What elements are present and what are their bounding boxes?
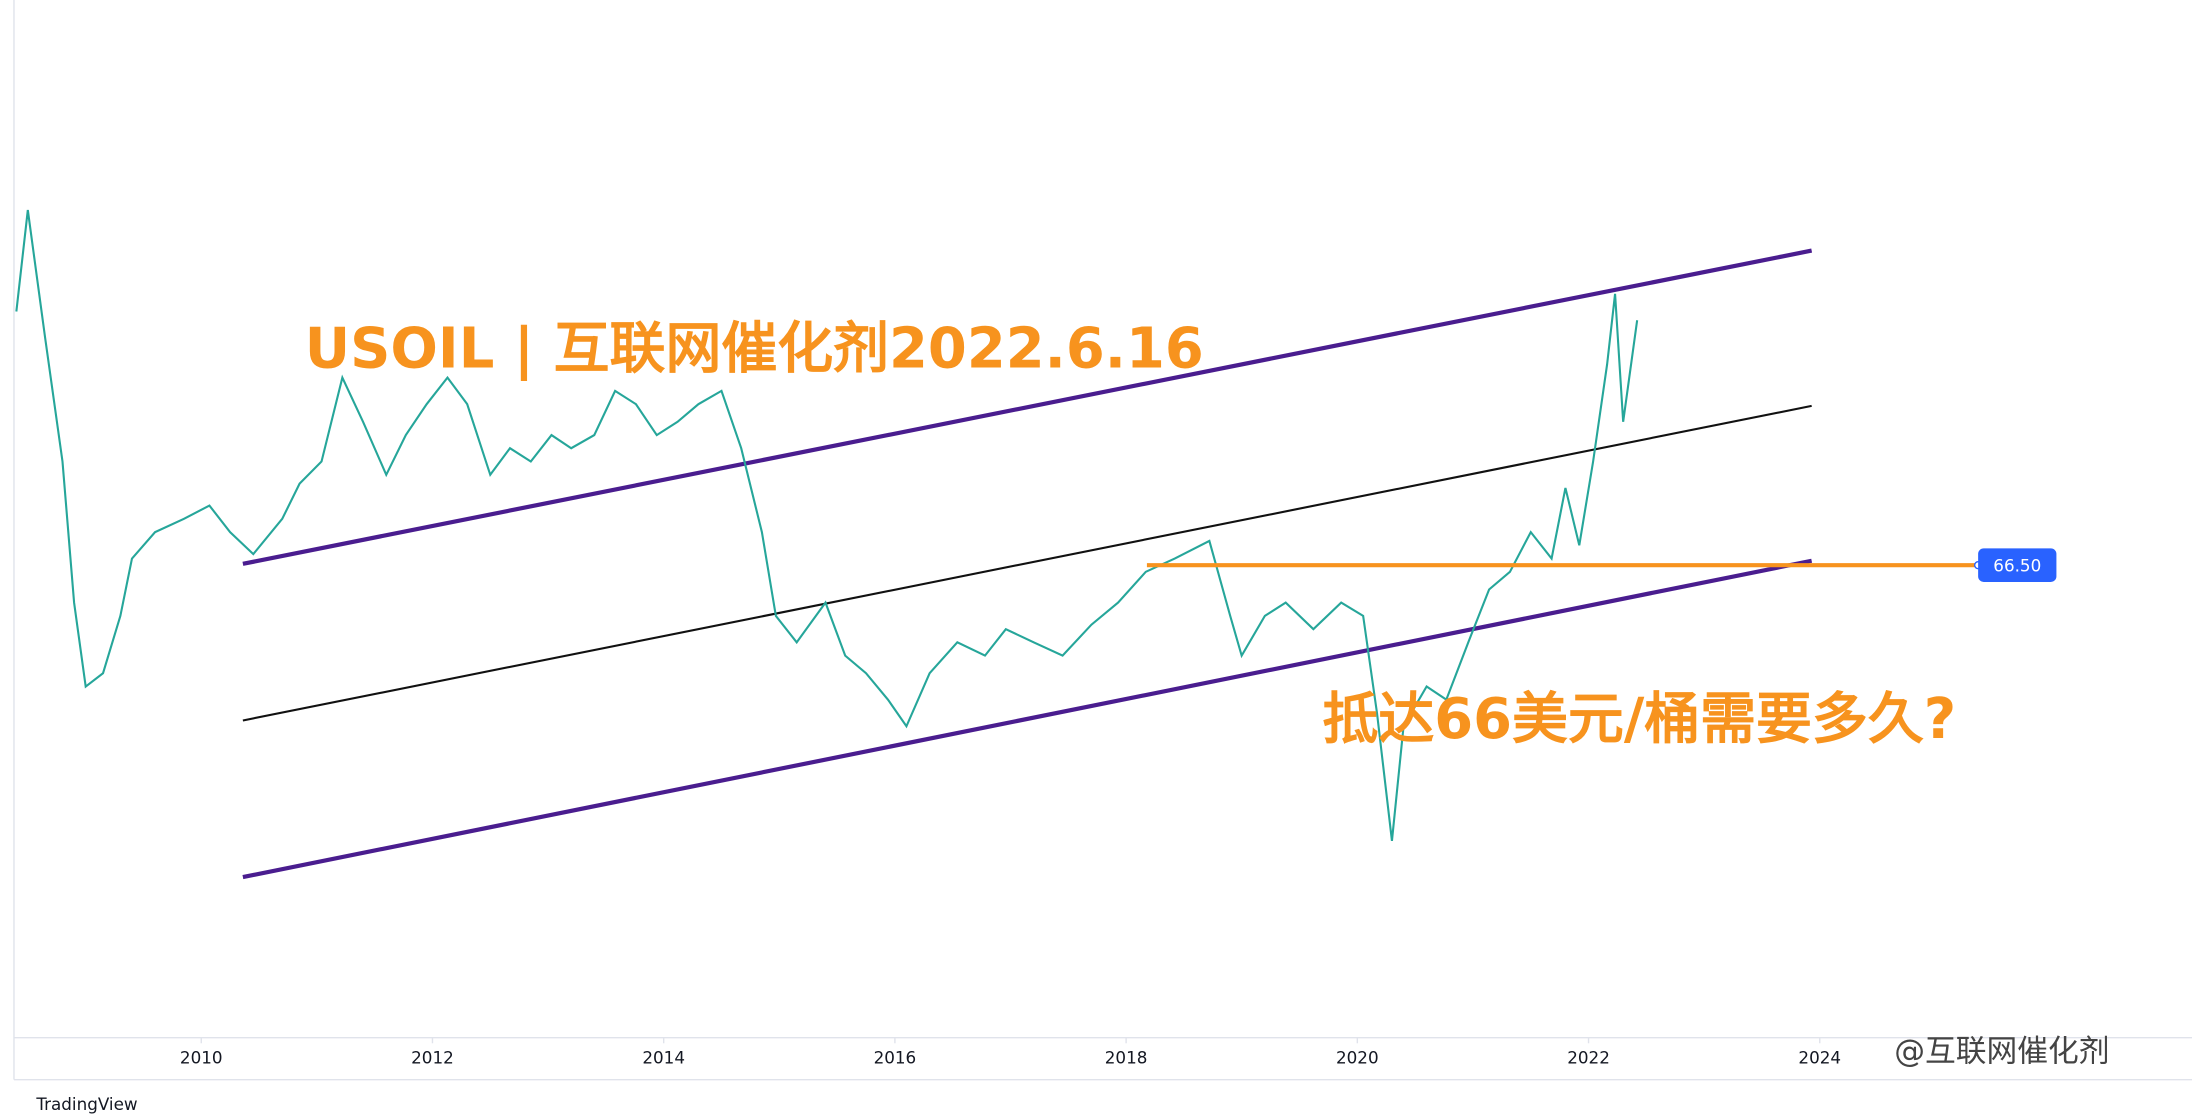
x-tick-label: 2014 <box>642 1048 685 1068</box>
plot <box>15 209 1813 880</box>
watermark: @互联网催化剂 <box>1894 1034 2109 1070</box>
x-tick-label: 2018 <box>1105 1048 1148 1068</box>
trend-line <box>242 404 1812 722</box>
brand: TradingView <box>35 1094 138 1114</box>
price-line <box>15 209 1639 842</box>
x-tick-label: 2022 <box>1567 1048 1610 1068</box>
level-label: 66.50 <box>1993 556 2041 576</box>
level-label-box <box>1978 548 2057 582</box>
chart-title: USOIL | 互联网催化剂2022.6.16 <box>305 317 1204 382</box>
x-tick-label: 2024 <box>1798 1048 1841 1068</box>
x-tick-label: 2012 <box>411 1048 454 1068</box>
annotation: 抵达66美元/桶需要多久? <box>1322 687 1956 752</box>
trend-line <box>242 558 1813 880</box>
x-tick-label: 2020 <box>1336 1048 1379 1068</box>
x-tick-label: 2010 <box>180 1048 223 1068</box>
x-tick-label: 2016 <box>874 1048 917 1068</box>
trend-line <box>242 248 1813 566</box>
